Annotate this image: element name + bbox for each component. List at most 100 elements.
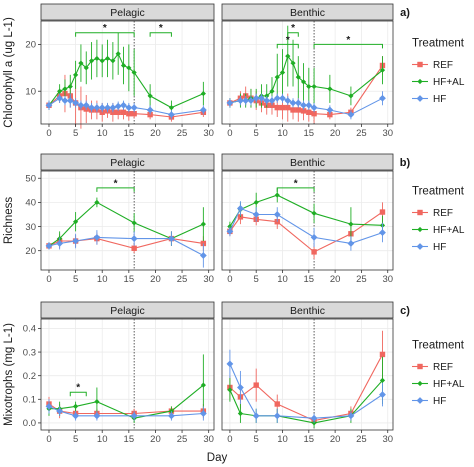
- chart-row-1: Chlorophyll a (ug L-1)a)Pelagic* *0 5 10 15 2…: [3, 3, 465, 139]
- data-point: [263, 97, 271, 104]
- data-point: [147, 93, 153, 99]
- data-point: [130, 104, 138, 112]
- x-tick-label: 10: [277, 434, 288, 445]
- panel-benthic: Benthic***0 5 10 15 20 25 30: [221, 3, 394, 139]
- x-tick-label: 5: [254, 128, 259, 139]
- y-tick-label: 30: [25, 222, 36, 233]
- significance-bracket: [75, 32, 135, 37]
- x-tick-label: 10: [277, 128, 288, 139]
- data-point: [226, 227, 234, 235]
- legend-entry: REF: [412, 60, 453, 71]
- x-tick-label: 25: [177, 274, 188, 285]
- data-point: [310, 234, 318, 241]
- data-point: [226, 360, 234, 368]
- x-tick-label: 30: [382, 128, 393, 139]
- x-tick-label: 0: [46, 434, 51, 445]
- x-tick-label: 25: [177, 128, 188, 139]
- data-point: [114, 102, 122, 110]
- x-tick-label: 0: [46, 274, 51, 285]
- legend-marker: [417, 78, 423, 85]
- significance-bracket: [69, 391, 87, 397]
- data-point: [130, 235, 138, 243]
- data-point: [94, 55, 100, 62]
- data-point: [125, 104, 133, 112]
- row-label: a): [400, 7, 410, 19]
- panel-pelagic: Pelagic * 0 5 10 15 20 25 30 0.0 0.1 0.2 0.3 0.4: [23, 301, 215, 445]
- data-point: [326, 106, 334, 114]
- significance-label: *: [76, 383, 80, 394]
- y-tick-label: 0.2: [23, 371, 36, 382]
- data-point: [78, 60, 84, 66]
- data-point: [56, 240, 64, 247]
- data-point: [306, 109, 312, 115]
- data-point: [252, 94, 260, 102]
- data-point: [305, 101, 313, 109]
- significance-label: *: [346, 35, 350, 46]
- legend-entry: HF+AL: [412, 225, 465, 236]
- significance-label: *: [114, 178, 118, 189]
- x-tick-label: 30: [382, 274, 393, 285]
- significance-label: *: [286, 35, 290, 46]
- x-tick-label: 20: [330, 128, 341, 139]
- x-tick-label: 20: [150, 128, 161, 139]
- significance-bracket: [287, 32, 299, 37]
- legend-label: REF: [433, 208, 453, 219]
- data-point: [268, 97, 276, 104]
- panel-benthic: Benthic * 0 5 10 15 20 25 30: [221, 153, 394, 285]
- y-axis-title: Richness: [3, 197, 15, 245]
- legend-title: Treatment: [412, 38, 465, 50]
- data-point: [146, 106, 154, 114]
- data-point: [200, 221, 206, 227]
- data-point: [269, 88, 275, 94]
- legend-marker: [417, 380, 423, 387]
- data-point: [200, 382, 206, 388]
- legend-label: HF: [433, 242, 446, 253]
- data-point: [379, 67, 386, 73]
- x-tick-label: 15: [304, 128, 315, 139]
- facet-title: Benthic: [290, 7, 325, 19]
- data-point: [311, 83, 317, 90]
- panel-background: [222, 171, 393, 270]
- data-point: [273, 94, 281, 102]
- facet-strip: [40, 3, 215, 21]
- facet-strip: [221, 301, 394, 319]
- data-point: [168, 412, 175, 420]
- data-point: [93, 234, 101, 241]
- x-tick-label: 5: [254, 434, 259, 445]
- data-point: [110, 58, 116, 64]
- data-point: [131, 111, 137, 117]
- y-tick-label: 50: [25, 174, 36, 185]
- legend-entry: REF: [412, 362, 453, 373]
- x-tick-label: 0: [227, 434, 232, 445]
- panel-background: [222, 21, 393, 124]
- legend: Treatment REF HF+AL HF: [412, 38, 465, 105]
- x-tick-label: 20: [330, 434, 341, 445]
- data-point: [168, 105, 175, 111]
- legend-entry: HF: [412, 242, 446, 253]
- legend-marker: [417, 209, 423, 216]
- y-axis-title: Chlorophyll a (ug L-1): [3, 17, 15, 128]
- data-point: [199, 106, 207, 114]
- y-tick-label: 0.3: [23, 347, 36, 358]
- x-tick-label: 10: [97, 434, 108, 445]
- x-tick-label: 20: [330, 274, 341, 285]
- legend-label: HF+AL: [433, 225, 465, 236]
- data-point: [99, 58, 105, 64]
- legend-entry: HF+AL: [412, 77, 465, 88]
- data-point: [279, 69, 286, 76]
- data-point: [83, 65, 89, 71]
- facet-title: Benthic: [290, 305, 325, 317]
- data-point: [285, 104, 291, 111]
- data-point: [379, 377, 386, 384]
- data-point: [131, 69, 137, 76]
- x-tick-label: 10: [97, 274, 108, 285]
- panel-border: [221, 170, 394, 271]
- significance-bracket: [96, 187, 135, 192]
- x-tick-label: 25: [356, 274, 367, 285]
- x-axis-title: Day: [207, 452, 228, 464]
- data-point: [45, 101, 53, 109]
- facet-title: Benthic: [290, 157, 325, 169]
- x-tick-label: 20: [150, 434, 161, 445]
- data-point: [72, 412, 79, 420]
